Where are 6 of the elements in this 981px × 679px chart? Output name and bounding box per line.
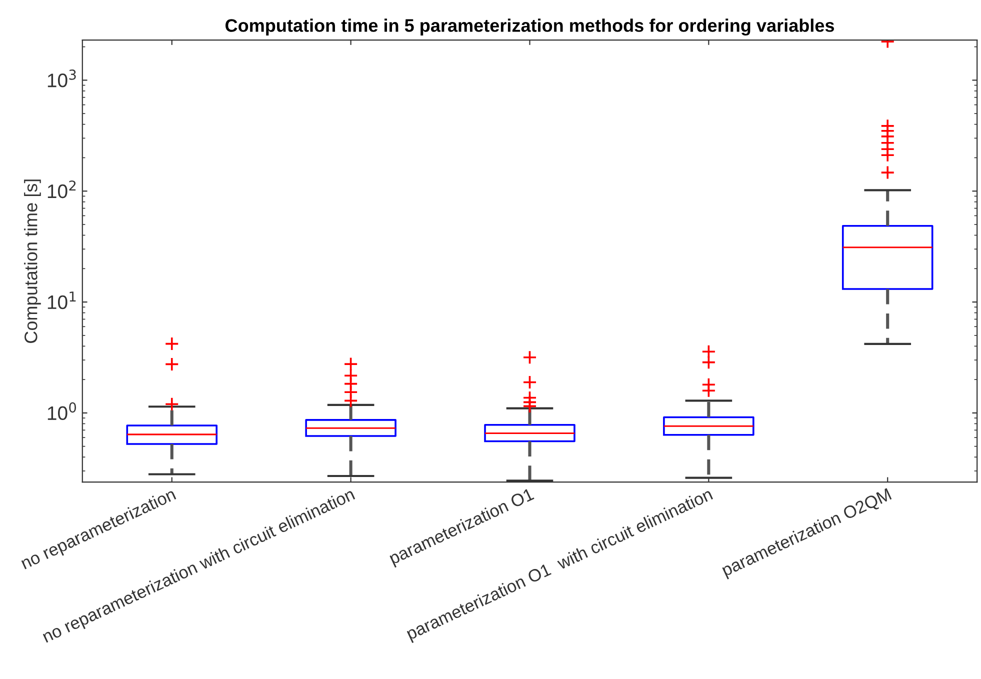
y-tick-label: 10$^{1}$ <box>48 292 76 310</box>
y-tick-label: 10$^{0}$ <box>48 402 76 420</box>
chart-title: Computation time in 5 parameterization methods for ordering variables <box>226 18 834 36</box>
y-tick-label: 10$^{3}$ <box>48 70 76 88</box>
y-axis-title: Computation time [s] <box>24 180 41 343</box>
y-tick-label: 10$^{2}$ <box>48 180 76 198</box>
